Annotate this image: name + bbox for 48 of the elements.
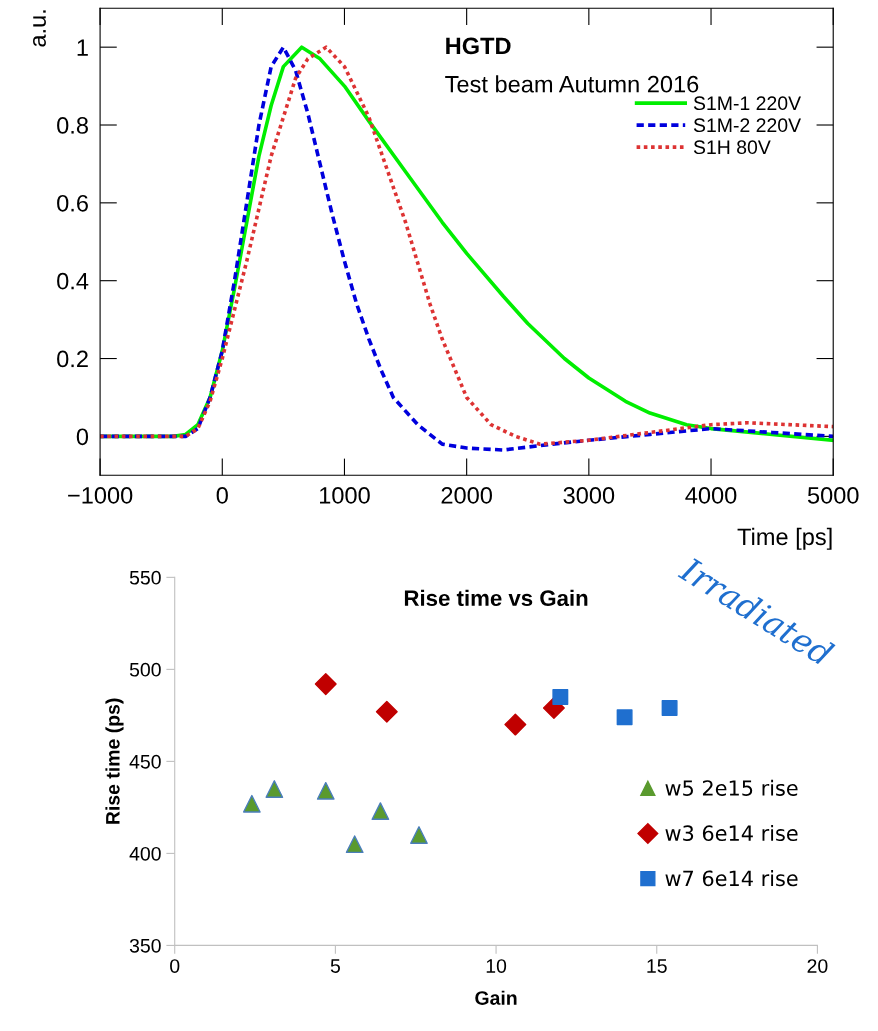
x-tick-label: 10 [486,959,507,973]
legend-label: w7 6e14 rise [665,870,798,887]
point [375,700,398,723]
annotation: HGTD [446,37,511,55]
x-tick-label: 5000 [807,487,859,504]
y-tick-label: 500 [129,662,161,677]
x-axis-title: Time [ps] [737,527,832,550]
y-tick-label: 0.2 [57,350,88,368]
y-tick-label: 0.8 [57,117,88,134]
point [265,780,284,798]
y-tick-label: 0.6 [57,194,88,212]
point [345,835,364,854]
y-tick-label: 0.4 [57,272,89,290]
x-tick-label: 4000 [685,487,737,504]
y-tick-label: 1 [77,39,88,56]
point [616,709,633,726]
y-tick-label: 550 [129,570,161,585]
x-tick-label: 5 [330,959,340,973]
annotation: Test beam Autumn 2016 [445,75,699,93]
y-tick-label: 0 [76,428,89,446]
y-axis-title: Rise time (ps) [105,698,124,824]
point [410,826,428,844]
point [242,794,261,813]
x-tick-label: 0 [216,487,228,504]
x-tick-label: 15 [647,959,667,973]
y-axis-title: a.u. [33,10,46,47]
x-tick-label: 3000 [563,487,615,504]
point [504,713,527,736]
x-tick-label: 20 [807,959,828,973]
x-tick-label: −1000 [68,487,133,504]
legend-label: w5 2e15 rise [665,779,798,796]
point [661,700,678,717]
legend-label: S1H 80V [693,140,771,155]
point [314,673,337,696]
x-axis-title: Gain [475,990,517,1005]
legend-label: w3 6e14 rise [665,824,798,842]
chart-title: Rise time vs Gain [404,589,588,607]
legend-label: S1M-1 220V [693,96,801,111]
x-tick-label: 1000 [320,487,370,504]
point [371,802,390,820]
y-tick-label: 450 [129,754,161,769]
y-tick-label: 400 [129,846,161,861]
x-tick-label: 0 [170,959,180,973]
point [552,689,569,705]
x-tick-label: 2000 [441,487,492,504]
point [316,781,335,800]
legend-label: S1M-2 220V [693,118,801,133]
y-tick-label: 350 [129,938,161,953]
